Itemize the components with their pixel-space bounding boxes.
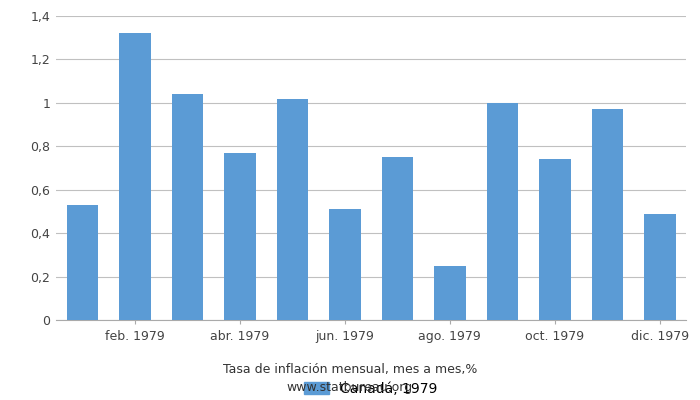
Text: www.statbureau.org: www.statbureau.org [287, 382, 413, 394]
Bar [66, 205, 98, 320]
Text: Tasa de inflación mensual, mes a mes,%: Tasa de inflación mensual, mes a mes,% [223, 364, 477, 376]
Bar [276, 98, 308, 320]
Bar [382, 157, 413, 320]
Bar [539, 159, 570, 320]
Bar [172, 94, 203, 320]
Bar [224, 153, 256, 320]
Bar [644, 214, 676, 320]
Bar [329, 209, 360, 320]
Bar [592, 109, 623, 320]
Bar [119, 33, 150, 320]
Bar [434, 266, 466, 320]
Legend: Canadá, 1979: Canadá, 1979 [304, 382, 438, 396]
Bar [486, 103, 518, 320]
